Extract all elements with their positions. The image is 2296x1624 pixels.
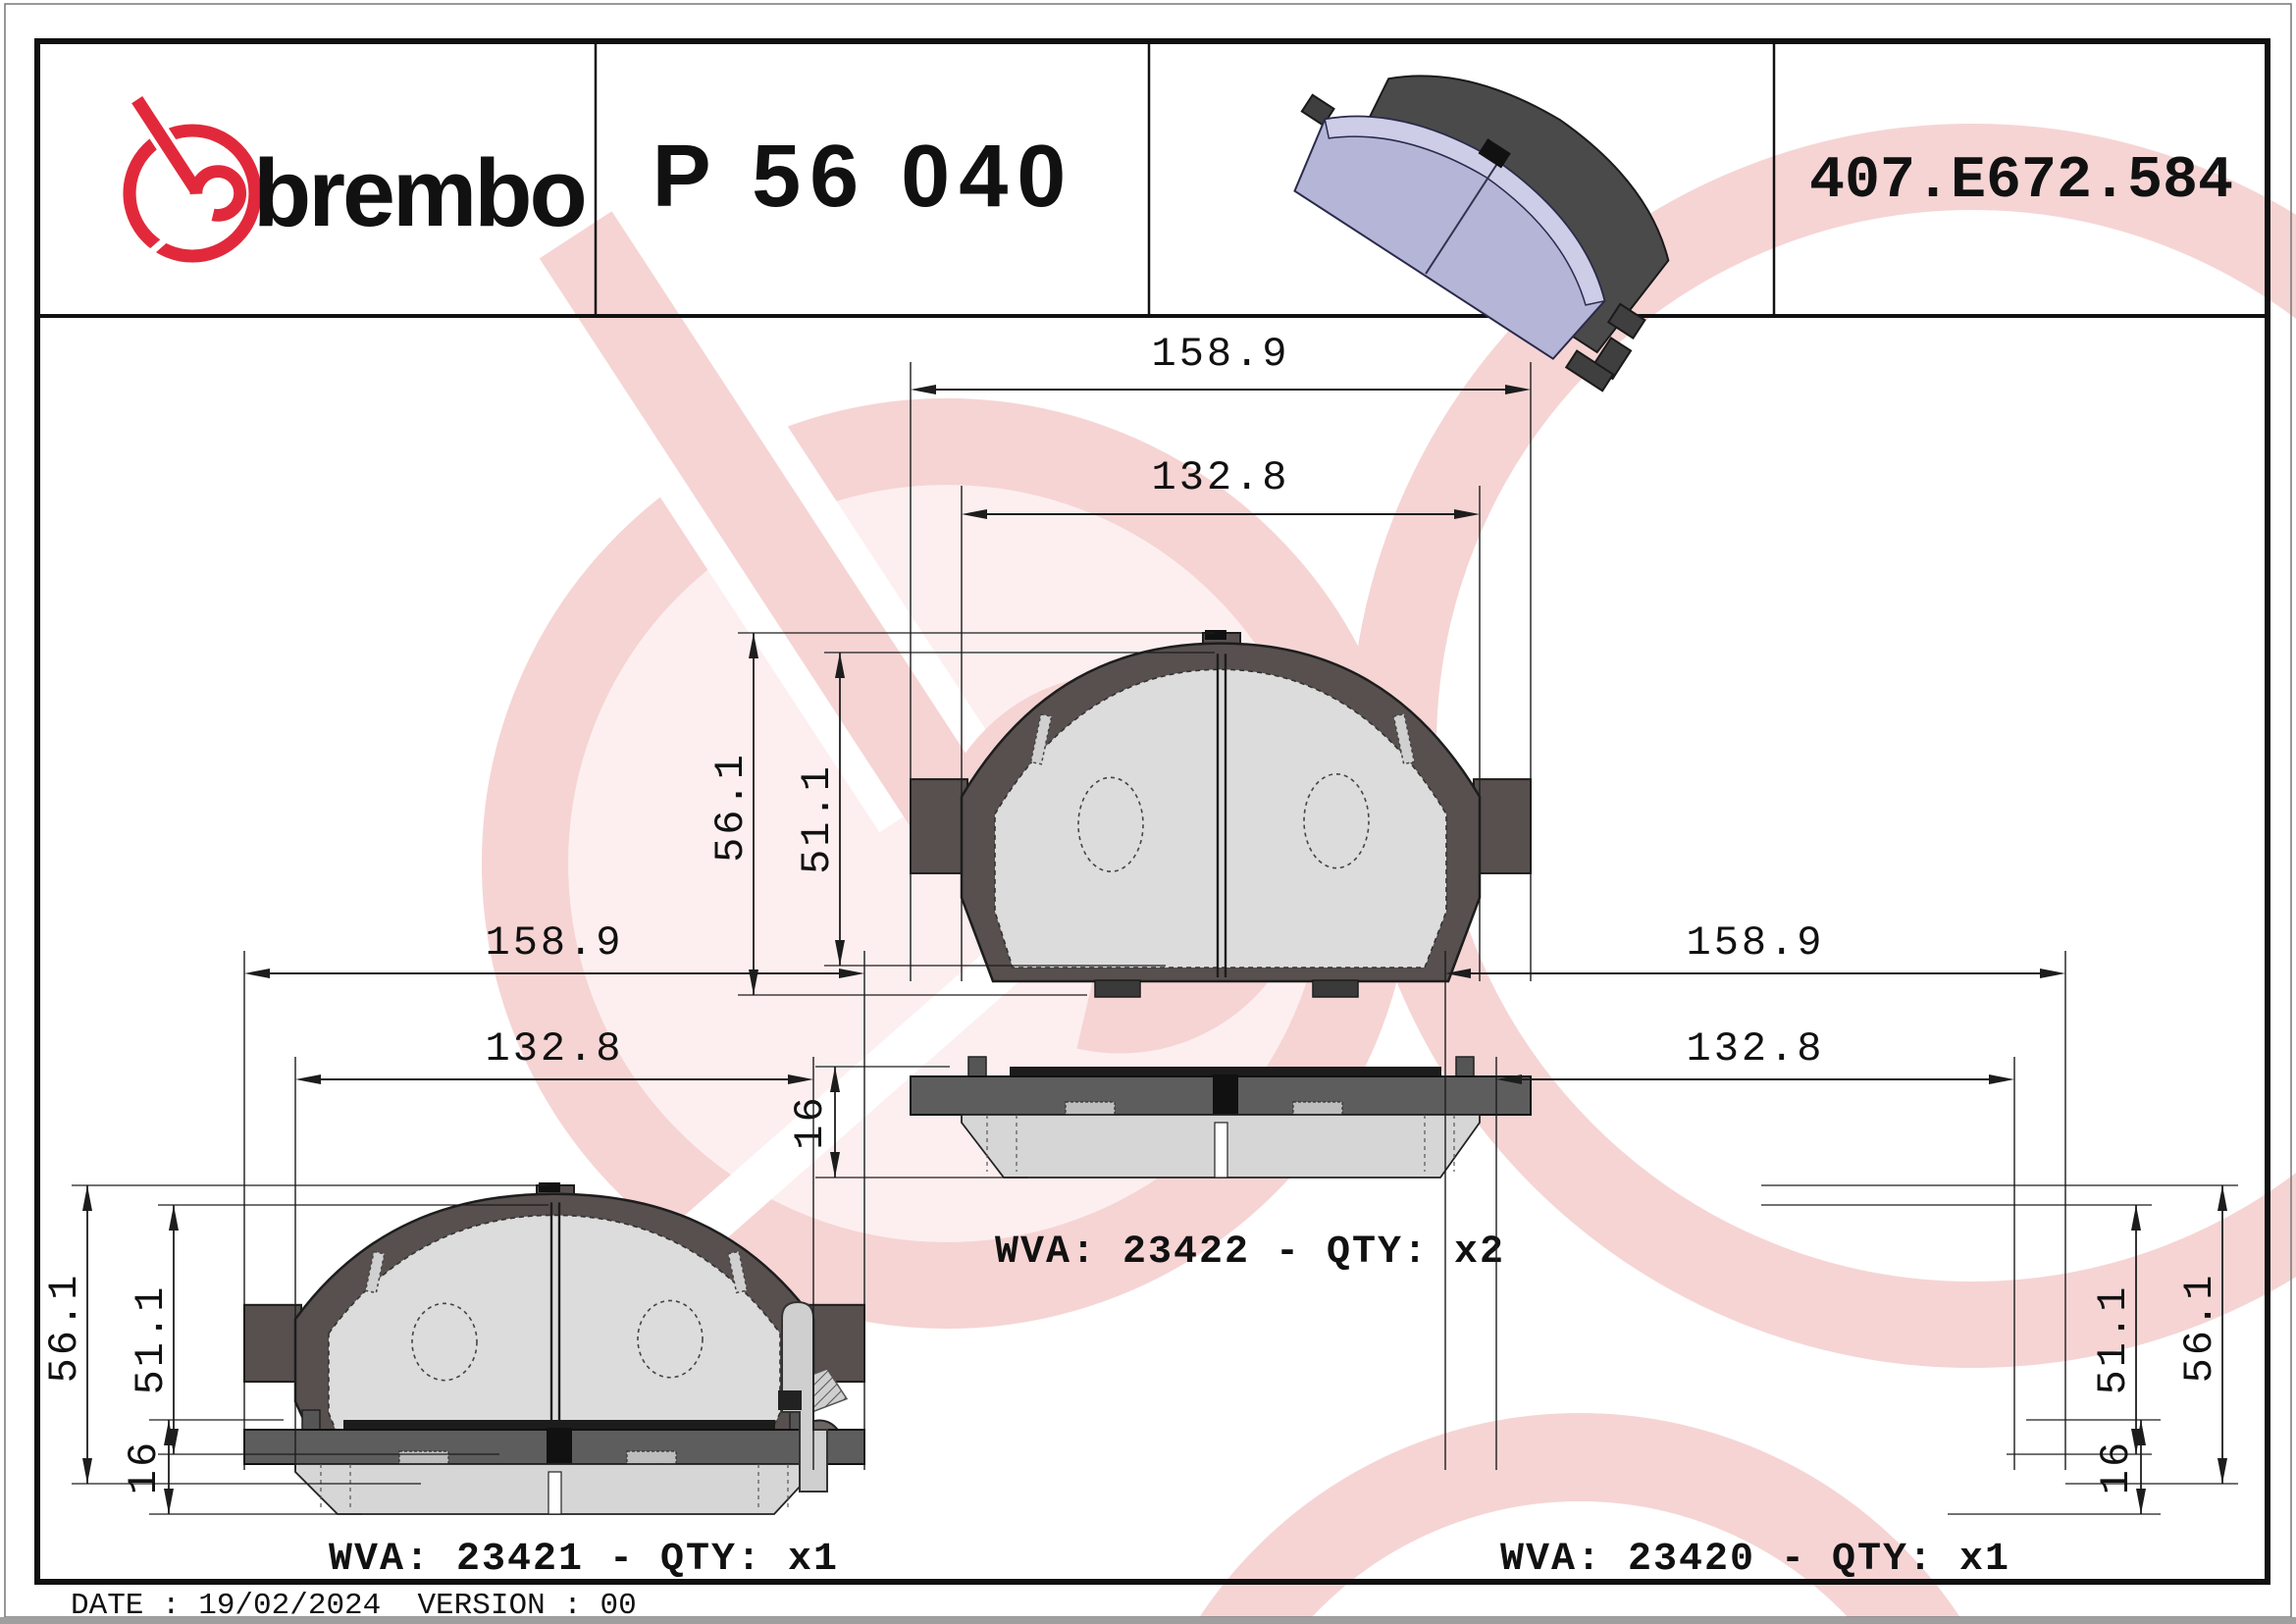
wva-qty-label: WVA: 23422 - QTY: x2 xyxy=(995,1231,1505,1275)
dim-thickness: 16 xyxy=(787,1094,834,1149)
front-and-profile xyxy=(910,630,1532,1179)
catalog-number: 407.E672.584 xyxy=(1809,148,2233,215)
dim-inner-width: 132.8 xyxy=(1151,454,1289,501)
bottom-scroll-strip xyxy=(0,1617,2296,1624)
brembo-logo-icon xyxy=(123,93,262,264)
part-number: P 56 040 xyxy=(652,128,1075,226)
dim-outer-width: 158.9 xyxy=(1686,919,1824,967)
dim-total-height: 56.1 xyxy=(41,1273,88,1384)
dim-inner-width: 132.8 xyxy=(485,1025,623,1073)
pad-assembly-bottom-right: 158.9 132.8 56.1 51.1 16 WVA: 23420 - QTY: x1 xyxy=(1444,919,2238,1582)
dim-total-height: 56.1 xyxy=(2176,1273,2223,1384)
pad-assembly-top: 158.9 132.8 56.1 51.1 16 WVA: 23422 - QTY: x2 xyxy=(707,331,1532,1275)
pad-assembly-bottom-left: 158.9 132.8 56.1 51.1 16 WVA: 23421 - QTY: x1 xyxy=(41,919,865,1582)
dim-thickness: 16 xyxy=(2093,1440,2140,1494)
dim-inner-width: 132.8 xyxy=(1686,1025,1824,1073)
dim-total-height: 56.1 xyxy=(707,752,755,863)
dim-outer-width: 158.9 xyxy=(485,919,623,967)
front-and-profile xyxy=(243,1182,865,1515)
dim-pad-height: 51.1 xyxy=(794,763,841,874)
dim-outer-width: 158.9 xyxy=(1151,331,1289,378)
brake-pad-3d-render xyxy=(1293,75,1670,393)
wva-qty-label: WVA: 23420 - QTY: x1 xyxy=(1500,1538,2010,1582)
drawing-frame xyxy=(34,38,2270,1585)
dim-pad-height: 51.1 xyxy=(128,1284,175,1395)
brand-wordmark: brembo xyxy=(253,139,585,246)
dim-pad-height: 51.1 xyxy=(2090,1284,2137,1395)
wva-qty-label: WVA: 23421 - QTY: x1 xyxy=(329,1538,839,1582)
dim-thickness: 16 xyxy=(121,1440,168,1494)
